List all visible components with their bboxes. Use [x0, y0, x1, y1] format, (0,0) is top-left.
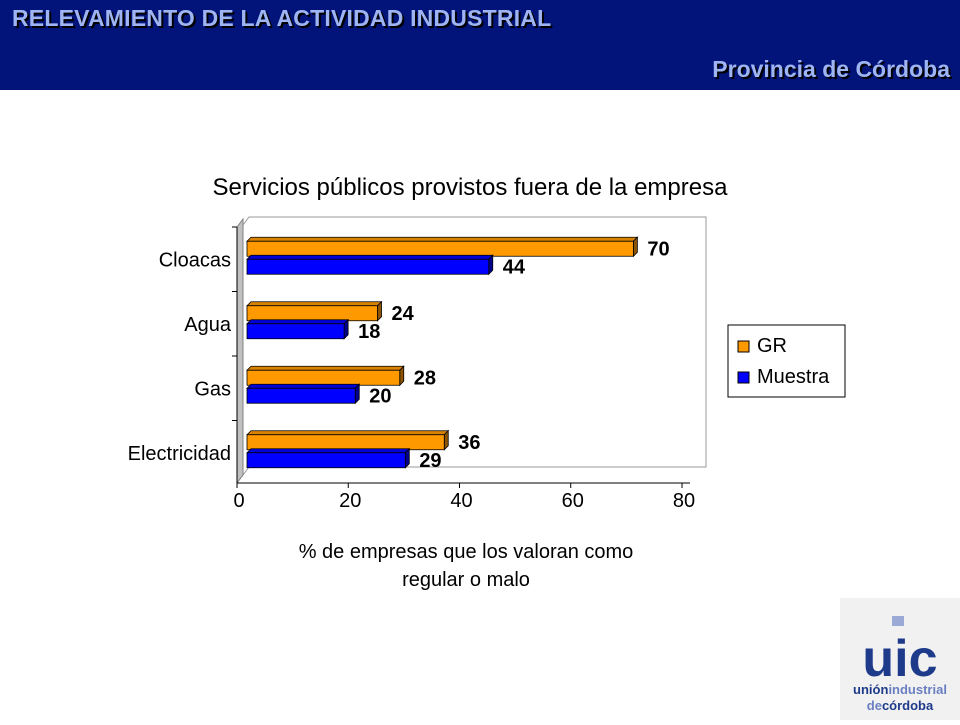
legend-label-gr: GR — [757, 335, 787, 357]
bar-side — [488, 254, 494, 276]
svg-text:uic: uic — [862, 630, 937, 688]
y-tick-label: Cloacas — [159, 249, 231, 271]
data-label: 44 — [503, 256, 526, 278]
x-tick-label: 80 — [673, 490, 695, 512]
bar-side — [377, 300, 382, 322]
bar-side — [343, 318, 349, 340]
bar-top — [246, 365, 405, 371]
svg-text:uniónindustrial: uniónindustrial — [853, 682, 947, 697]
legend-label-muestra: Muestra — [757, 366, 830, 388]
chart-legend: GR Muestra — [727, 324, 846, 398]
data-label: 18 — [358, 321, 380, 343]
x-tick-label: 40 — [450, 490, 472, 512]
header-banner: RELEVAMIENTO DE LA ACTIVIDAD INDUSTRIAL … — [0, 0, 960, 90]
x-axis-label-line2: regular o malo — [402, 569, 530, 591]
bar-top — [246, 430, 450, 436]
bar-side — [399, 365, 405, 387]
data-label: 24 — [392, 303, 415, 325]
data-label: 29 — [419, 450, 441, 472]
data-label: 70 — [647, 238, 669, 260]
bar-muestra-electricidad — [246, 452, 406, 469]
x-axis-label-line1: % de empresas que los valoran como — [299, 541, 634, 563]
bar-chart: Servicios públicos provistos fuera de la… — [128, 174, 846, 591]
svg-text:decórdoba: decórdoba — [867, 698, 934, 713]
uic-logo: uic uniónindustrial decórdoba — [840, 598, 960, 720]
side-wall — [236, 217, 244, 485]
plot-area: 0 20 40 60 80 Cloacas 70 44 Agua 24 18 Gas 28 20 Elect… — [128, 216, 707, 512]
page-subtitle: Provincia de Córdoba — [712, 56, 950, 82]
x-tick-label: 0 — [233, 490, 244, 512]
x-tick-label: 20 — [339, 490, 361, 512]
legend-box — [727, 324, 846, 398]
bar-gr-electricidad — [246, 434, 445, 451]
bar-side — [443, 429, 449, 451]
bar-top — [246, 383, 361, 389]
y-tick-label: Gas — [194, 378, 231, 400]
bar-gr-agua — [246, 305, 378, 322]
x-tick-label: 60 — [562, 490, 584, 512]
bar-gr-cloacas — [246, 240, 634, 257]
bar-muestra-gas — [246, 387, 356, 404]
data-label: 20 — [369, 385, 391, 407]
bar-side — [404, 447, 410, 469]
chart-title: Servicios públicos provistos fuera de la… — [213, 174, 729, 201]
bar-side — [632, 236, 638, 258]
legend-swatch-muestra — [737, 371, 750, 384]
y-tick-label: Electricidad — [128, 443, 231, 465]
data-label: 36 — [458, 432, 480, 454]
bar-top — [246, 254, 494, 260]
uic-logo-mark: uic uniónindustrial decórdoba — [853, 616, 947, 713]
bar-top — [246, 236, 639, 242]
legend-swatch-gr — [737, 340, 750, 353]
bar-top — [246, 448, 411, 454]
page-title: RELEVAMIENTO DE LA ACTIVIDAD INDUSTRIAL — [12, 5, 552, 31]
bar-side — [354, 383, 360, 405]
bar-gr-gas — [246, 369, 401, 386]
bar-top — [246, 301, 383, 307]
bar-muestra-agua — [246, 323, 345, 340]
bar-muestra-cloacas — [246, 258, 490, 275]
bar-top — [246, 319, 350, 325]
y-tick-label: Agua — [184, 314, 232, 336]
data-label: 28 — [414, 367, 436, 389]
